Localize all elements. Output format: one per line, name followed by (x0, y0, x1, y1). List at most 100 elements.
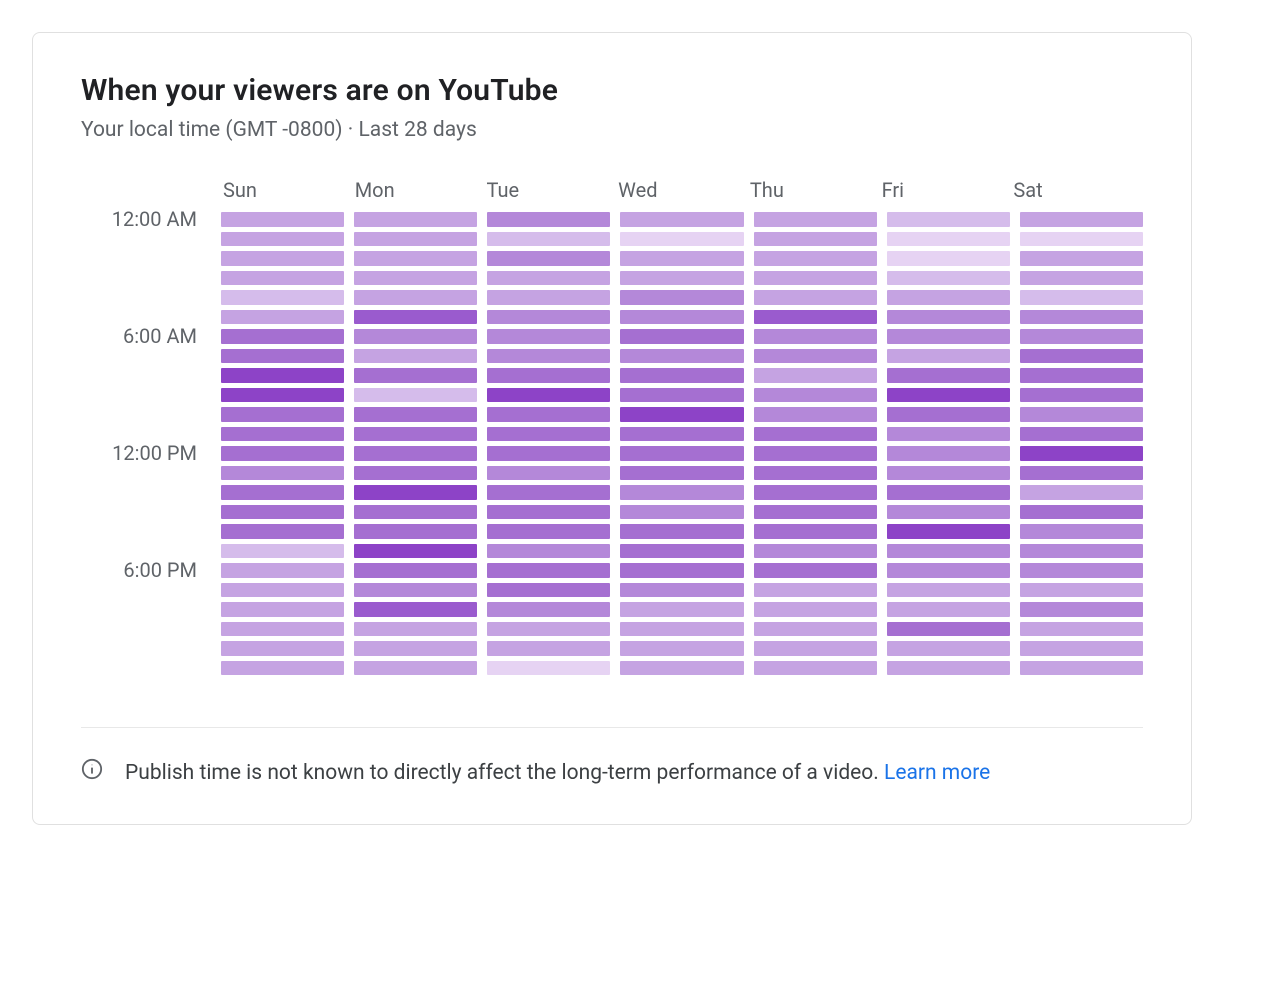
footer-text: Publish time is not known to directly af… (125, 756, 1143, 792)
heatmap-cell (221, 622, 344, 637)
heatmap-cell (887, 505, 1010, 520)
heatmap-cell (221, 310, 344, 325)
heatmap-cell (620, 641, 743, 656)
heatmap-cell (620, 349, 743, 364)
heatmap-cell (887, 544, 1010, 559)
heatmap-cell (1020, 563, 1143, 578)
heatmap-cell (487, 427, 610, 442)
heatmap-cell (487, 505, 610, 520)
heatmap-cell (754, 661, 877, 676)
heatmap-cell (1020, 602, 1143, 617)
heatmap-cell (354, 251, 477, 266)
heatmap-cell (754, 310, 877, 325)
heatmap-cell (754, 524, 877, 539)
heatmap-cell (221, 251, 344, 266)
heatmap-cell (754, 329, 877, 344)
heatmap-cell (1020, 583, 1143, 598)
heatmap-cell (1020, 485, 1143, 500)
heatmap-cell (221, 544, 344, 559)
heatmap-cell (620, 427, 743, 442)
heatmap-cell (487, 602, 610, 617)
heatmap-cell (354, 388, 477, 403)
heatmap-cell (221, 641, 344, 656)
heatmap-cell (221, 388, 344, 403)
heatmap-cell (221, 466, 344, 481)
heatmap-cell (754, 388, 877, 403)
heatmap-cell (887, 485, 1010, 500)
heatmap-cell (620, 290, 743, 305)
heatmap-cell (354, 310, 477, 325)
heatmap-cell (754, 212, 877, 227)
heatmap-cell (887, 290, 1010, 305)
day-header: Sat (1011, 178, 1143, 202)
heatmap-cell (487, 212, 610, 227)
heatmap-cell (754, 466, 877, 481)
heatmap-cell (754, 505, 877, 520)
heatmap-cell (354, 329, 477, 344)
heatmap-cell (354, 622, 477, 637)
heatmap-cell (887, 212, 1010, 227)
heatmap-cell (221, 505, 344, 520)
heatmap-column (221, 212, 344, 675)
heatmap-cell (354, 232, 477, 247)
heatmap-cell (620, 368, 743, 383)
time-axis-label: 6:00 PM (123, 558, 197, 582)
heatmap-cell (487, 446, 610, 461)
heatmap-cell (754, 427, 877, 442)
heatmap-cell (887, 232, 1010, 247)
heatmap-cell (1020, 427, 1143, 442)
heatmap-cell (620, 271, 743, 286)
heatmap-cell (1020, 661, 1143, 676)
heatmap-cell (887, 622, 1010, 637)
heatmap-cell (754, 251, 877, 266)
heatmap-cell (754, 290, 877, 305)
heatmap-cell (487, 661, 610, 676)
heatmap-cell (754, 563, 877, 578)
heatmap-cell (620, 602, 743, 617)
heatmap-cell (754, 583, 877, 598)
heatmap-cell (354, 602, 477, 617)
heatmap-cell (487, 251, 610, 266)
learn-more-link[interactable]: Learn more (884, 761, 990, 785)
heatmap-cell (754, 485, 877, 500)
heatmap-cell (487, 544, 610, 559)
day-header: Tue (484, 178, 616, 202)
heatmap-cell (221, 290, 344, 305)
heatmap-cell (887, 446, 1010, 461)
heatmap-cell (354, 641, 477, 656)
heatmap-cell (487, 485, 610, 500)
heatmap-grid (221, 212, 1143, 675)
heatmap-cell (221, 446, 344, 461)
time-axis-label: 12:00 PM (112, 441, 197, 465)
heatmap-cell (354, 407, 477, 422)
time-axis-labels: 12:00 AM6:00 AM12:00 PM6:00 PM (81, 212, 221, 675)
time-axis-label: 12:00 AM (112, 207, 197, 231)
heatmap-cell (620, 583, 743, 598)
heatmap-cell (487, 388, 610, 403)
heatmap-column (754, 212, 877, 675)
heatmap-cell (354, 661, 477, 676)
heatmap-cell (487, 622, 610, 637)
heatmap-cell (354, 466, 477, 481)
heatmap-cell (354, 446, 477, 461)
heatmap-cell (221, 232, 344, 247)
heatmap-cell (620, 388, 743, 403)
heatmap-cell (221, 524, 344, 539)
heatmap-cell (1020, 446, 1143, 461)
heatmap-cell (221, 661, 344, 676)
heatmap-column (487, 212, 610, 675)
heatmap-cell (620, 661, 743, 676)
heatmap-cell (620, 563, 743, 578)
heatmap-cell (1020, 310, 1143, 325)
heatmap-cell (754, 349, 877, 364)
heatmap-cell (221, 212, 344, 227)
heatmap-cell (487, 290, 610, 305)
heatmap-cell (354, 544, 477, 559)
heatmap-cell (487, 329, 610, 344)
heatmap-cell (221, 485, 344, 500)
heatmap-cell (221, 329, 344, 344)
heatmap-cell (1020, 329, 1143, 344)
heatmap-cell (1020, 349, 1143, 364)
heatmap-cell (221, 349, 344, 364)
heatmap-cell (354, 505, 477, 520)
